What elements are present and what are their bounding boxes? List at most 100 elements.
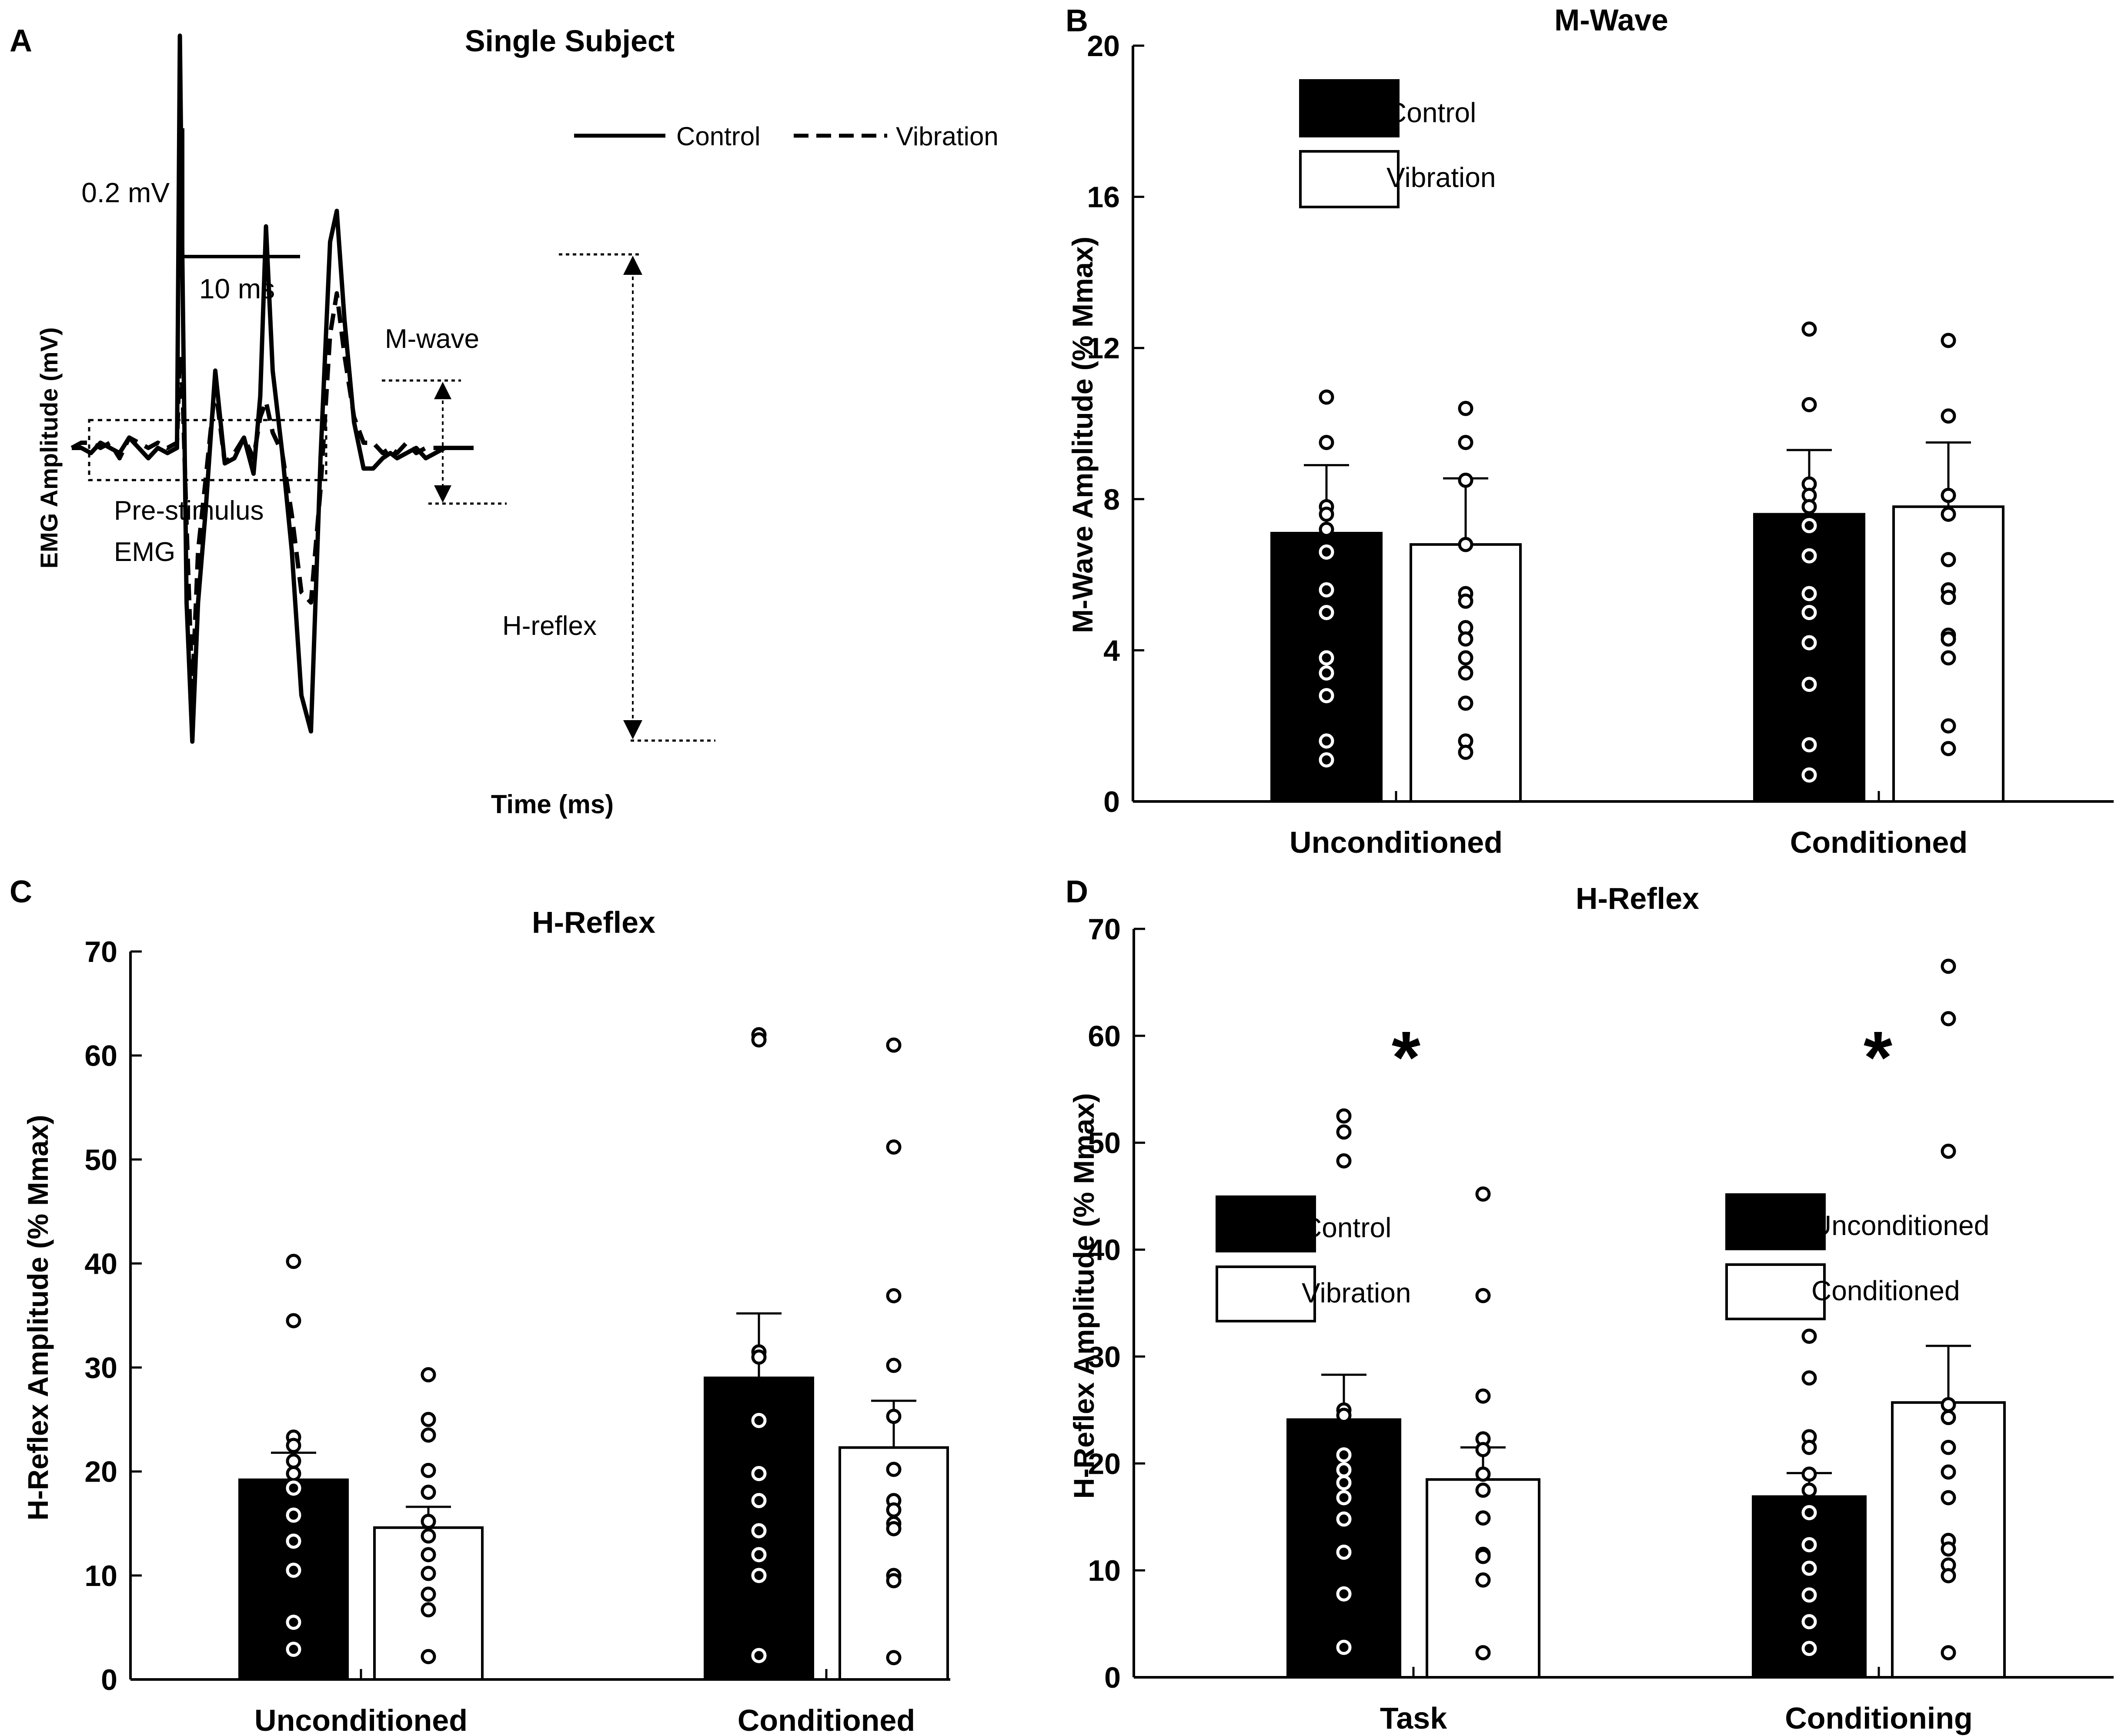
data-point xyxy=(421,1566,436,1581)
data-point xyxy=(751,1648,767,1663)
data-point xyxy=(1941,507,1956,522)
data-point xyxy=(286,1466,301,1481)
data-point xyxy=(1801,1641,1817,1656)
panel-c: H-Reflex 0 10 20 30 40 50 60 70 Unconditioned Con… xyxy=(22,905,950,1736)
data-point xyxy=(1336,1511,1352,1527)
data-point xyxy=(421,1412,436,1427)
data-point xyxy=(286,1614,301,1630)
pre-stimulus-label: Pre-stimulus xyxy=(114,496,264,526)
panel-b-title: M-Wave xyxy=(1554,3,1668,37)
trace-vibration xyxy=(70,291,474,692)
chart-b: 0 4 8 12 16 20 Unconditioned Conditioned xyxy=(1087,30,2114,859)
legend-d-vibration-swatch xyxy=(1216,1265,1316,1322)
y-tick-label: 0 xyxy=(101,1663,117,1696)
data-point xyxy=(286,1313,301,1329)
data-point xyxy=(1319,521,1334,537)
x-category-label: Conditioned xyxy=(1790,825,1968,859)
y-tick-label: 12 xyxy=(1087,332,1120,365)
y-tick-label: 40 xyxy=(84,1247,117,1280)
data-point xyxy=(1941,590,1956,605)
y-tick-label: 0 xyxy=(1103,785,1120,818)
data-point xyxy=(886,1650,902,1666)
data-point xyxy=(751,1547,767,1562)
data-point xyxy=(1319,752,1334,768)
legend-d-control-label: Control xyxy=(1302,1212,1391,1243)
data-point xyxy=(1801,767,1817,783)
data-point xyxy=(1801,1537,1817,1552)
data-point xyxy=(1801,321,1817,337)
data-point xyxy=(1941,1464,1956,1480)
data-point xyxy=(1941,1568,1956,1583)
y-tick-label: 4 xyxy=(1103,634,1120,667)
data-point xyxy=(1941,718,1956,734)
data-point xyxy=(1801,1560,1817,1576)
data-point xyxy=(1801,1439,1817,1455)
data-point xyxy=(1319,688,1334,704)
data-point xyxy=(421,1528,436,1544)
data-point xyxy=(886,1288,902,1304)
data-point xyxy=(421,1462,436,1478)
m-wave-label: M-wave xyxy=(385,324,479,354)
significance-star-task: * xyxy=(1392,1016,1420,1099)
data-point xyxy=(886,1502,902,1518)
panel-d: H-Reflex 0 10 20 30 40 50 60 70 Task Conditioning… xyxy=(1068,881,2114,1735)
scale-bar xyxy=(181,128,300,258)
panel-a-xlabel: Time (ms) xyxy=(491,790,614,819)
data-point xyxy=(1801,586,1817,601)
data-point xyxy=(421,1514,436,1529)
data-point xyxy=(1941,958,1956,974)
data-point xyxy=(286,1453,301,1469)
data-point xyxy=(886,1462,902,1477)
data-point xyxy=(1319,582,1334,598)
h-reflex-arrow-down xyxy=(623,720,642,739)
data-point xyxy=(1941,741,1956,756)
pre-stimulus-label-2: EMG xyxy=(114,537,175,567)
data-point xyxy=(1941,1410,1956,1426)
h-reflex-arrow-up xyxy=(623,256,642,275)
data-point xyxy=(1475,1645,1491,1660)
data-point xyxy=(1941,650,1956,666)
data-point xyxy=(421,1547,436,1562)
data-point xyxy=(1801,397,1817,413)
data-point xyxy=(1336,1490,1352,1506)
legend-d-conditioned-label: Conditioned xyxy=(1811,1275,1960,1306)
chart-d: 0 10 20 30 40 50 60 70 Task Conditioning xyxy=(1088,913,2114,1735)
data-point xyxy=(1801,737,1817,753)
y-tick-label: 20 xyxy=(1087,30,1120,63)
data-point xyxy=(1336,1408,1352,1423)
data-point xyxy=(1941,487,1956,503)
chart-c: 0 10 20 30 40 50 60 70 Unconditioned Conditioned xyxy=(84,935,950,1736)
y-tick-label: 30 xyxy=(1088,1340,1121,1373)
data-point xyxy=(421,1602,436,1618)
data-point xyxy=(1458,537,1473,552)
data-point xyxy=(1319,389,1334,405)
data-point xyxy=(1475,1388,1491,1404)
y-tick-label: 60 xyxy=(1088,1020,1121,1053)
data-point xyxy=(1475,1288,1491,1303)
data-point xyxy=(1801,499,1817,514)
data-point xyxy=(1319,507,1334,522)
y-tick-label: 8 xyxy=(1103,483,1120,516)
data-point xyxy=(1319,733,1334,749)
significance-star-conditioning: * xyxy=(1864,1016,1892,1099)
data-point xyxy=(421,1649,436,1664)
data-point xyxy=(1458,593,1473,609)
panel-label-d: D xyxy=(1066,875,1088,909)
legend-d-unconditioned-swatch xyxy=(1725,1193,1826,1250)
legend-b-control-swatch xyxy=(1299,79,1400,137)
data-point xyxy=(421,1485,436,1500)
y-tick-label: 10 xyxy=(84,1559,117,1592)
data-point xyxy=(1801,605,1817,620)
y-tick-label: 70 xyxy=(1088,913,1121,946)
data-point xyxy=(1801,1505,1817,1520)
panel-b: M-Wave 0 4 8 12 16 20 Unconditioned Conditioned… xyxy=(1066,3,2114,859)
data-point xyxy=(1458,434,1473,450)
x-category-label: Unconditioned xyxy=(254,1703,468,1736)
legend-b-vibration-label: Vibration xyxy=(1386,162,1496,193)
y-tick-label: 10 xyxy=(1088,1554,1121,1587)
y-tick-label: 20 xyxy=(84,1456,117,1489)
panel-b-ylabel: M-Wave Amplitude (% Mmax) xyxy=(1066,237,1099,633)
data-point xyxy=(1475,1549,1491,1564)
data-point xyxy=(1801,635,1817,651)
scale-bar-amplitude: 0.2 mV xyxy=(81,177,170,208)
